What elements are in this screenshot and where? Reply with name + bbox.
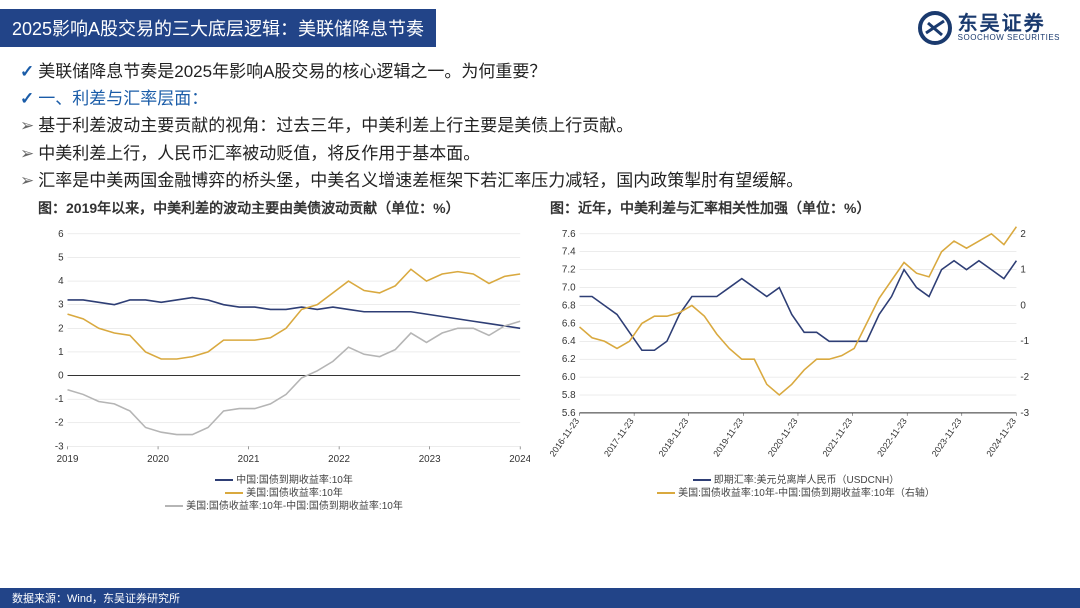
- svg-text:1: 1: [1020, 265, 1025, 276]
- header: 2025影响A股交易的三大底层逻辑：美联储降息节奏 东吴证券 SOOCHOW S…: [0, 0, 1080, 56]
- chart2-legend: 即期汇率:美元兑离岸人民币（USDCNH）美国:国债收益率:10年-中国:国债到…: [550, 474, 1042, 500]
- svg-text:2: 2: [1020, 229, 1025, 240]
- svg-text:2020: 2020: [147, 454, 169, 465]
- charts-row: 图：2019年以来，中美利差的波动主要由美债波动贡献（单位：%） -3 -2 -1 0…: [20, 198, 1060, 513]
- bullet-3: ➢基于利差波动主要贡献的视角：过去三年，中美利差上行主要是美债上行贡献。: [20, 112, 1060, 139]
- chart1-title: 图：2019年以来，中美利差的波动主要由美债波动贡献（单位：%）: [38, 198, 530, 218]
- svg-text:4: 4: [58, 276, 64, 287]
- bullet-2-text: 一、利差与汇率层面：: [38, 89, 208, 108]
- svg-text:6.2: 6.2: [562, 354, 576, 365]
- svg-text:1: 1: [58, 347, 63, 358]
- svg-text:6.8: 6.8: [562, 300, 576, 311]
- svg-text:2023: 2023: [419, 454, 441, 465]
- bullet-5-text: 汇率是中美两国金融博弈的桥头堡，中美名义增速差框架下若汇率压力减轻，国内政策掣肘…: [38, 171, 803, 190]
- footer: 数据来源：Wind，东吴证券研究所: [0, 588, 1080, 608]
- svg-text:-3: -3: [55, 441, 64, 452]
- svg-text:-1: -1: [55, 394, 64, 405]
- svg-text:5.8: 5.8: [562, 390, 576, 401]
- svg-text:-1: -1: [1020, 336, 1029, 347]
- bullet-1-text: 美联储降息节奏是2025年影响A股交易的核心逻辑之一。为何重要？: [38, 62, 546, 81]
- logo-text-en: SOOCHOW SECURITIES: [958, 34, 1060, 42]
- svg-text:2021: 2021: [238, 454, 260, 465]
- svg-text:5: 5: [58, 252, 64, 263]
- svg-text:-2: -2: [1020, 372, 1029, 383]
- svg-text:2: 2: [58, 323, 63, 334]
- chart1: -3 -2 -1 0 1 2 3 4 5 6 2019 2020 2021 2022 2023 2024: [38, 222, 530, 472]
- svg-text:2019: 2019: [57, 454, 79, 465]
- logo-text-cn: 东吴证券: [958, 14, 1060, 34]
- svg-text:7.2: 7.2: [562, 265, 576, 276]
- svg-text:3: 3: [58, 300, 64, 311]
- bullet-1: ✓美联储降息节奏是2025年影响A股交易的核心逻辑之一。为何重要？: [20, 58, 1060, 85]
- svg-text:-2: -2: [55, 418, 64, 429]
- svg-text:0: 0: [58, 370, 64, 381]
- chart2: 5.65.86.06.26.46.66.87.07.27.47.6-3-2-10…: [550, 222, 1042, 472]
- chart2-col: 图：近年，中美利差与汇率相关性加强（单位：%） 5.65.86.06.26.46…: [550, 198, 1042, 513]
- svg-text:7.6: 7.6: [562, 229, 576, 240]
- svg-text:6.0: 6.0: [562, 372, 576, 383]
- bullet-4: ➢中美利差上行，人民币汇率被动贬值，将反作用于基本面。: [20, 140, 1060, 167]
- svg-text:0: 0: [1020, 300, 1026, 311]
- svg-text:-3: -3: [1020, 408, 1029, 419]
- bullet-3-text: 基于利差波动主要贡献的视角：过去三年，中美利差上行主要是美债上行贡献。: [38, 116, 633, 135]
- logo: 东吴证券 SOOCHOW SECURITIES: [918, 11, 1060, 45]
- svg-text:7.0: 7.0: [562, 282, 576, 293]
- footer-text: 数据来源：Wind，东吴证券研究所: [12, 593, 180, 605]
- chart1-col: 图：2019年以来，中美利差的波动主要由美债波动贡献（单位：%） -3 -2 -1 0…: [38, 198, 530, 513]
- svg-text:6.6: 6.6: [562, 318, 576, 329]
- content: ✓美联储降息节奏是2025年影响A股交易的核心逻辑之一。为何重要？ ✓一、利差与…: [0, 56, 1080, 513]
- bullet-5: ➢汇率是中美两国金融博弈的桥头堡，中美名义增速差框架下若汇率压力减轻，国内政策掣…: [20, 167, 1060, 194]
- chart2-title: 图：近年，中美利差与汇率相关性加强（单位：%）: [550, 198, 1042, 218]
- svg-text:6: 6: [58, 229, 64, 240]
- bullet-2: ✓一、利差与汇率层面：: [20, 85, 1060, 112]
- bullet-4-text: 中美利差上行，人民币汇率被动贬值，将反作用于基本面。: [38, 144, 480, 163]
- logo-icon: [918, 11, 952, 45]
- svg-text:6.4: 6.4: [562, 336, 576, 347]
- svg-text:2022: 2022: [328, 454, 350, 465]
- svg-text:7.4: 7.4: [562, 247, 576, 258]
- page-title: 2025影响A股交易的三大底层逻辑：美联储降息节奏: [0, 9, 436, 47]
- chart1-legend: 中国:国债到期收益率:10年美国:国债收益率:10年美国:国债收益率:10年-中…: [38, 474, 530, 513]
- svg-text:2024: 2024: [509, 454, 530, 465]
